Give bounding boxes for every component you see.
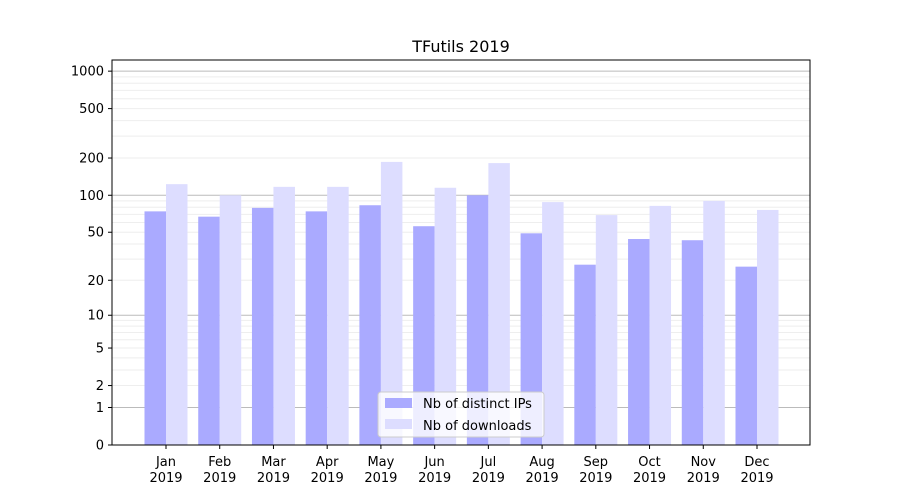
y-tick-label: 0 bbox=[96, 439, 104, 454]
bar-downloads bbox=[327, 186, 349, 445]
y-axis: 0 1 2 5 10 20 50 100 200 500 1000 bbox=[71, 65, 112, 454]
bar-distinct-ips bbox=[466, 195, 489, 445]
x-tick-label: Oct 2019 bbox=[633, 455, 666, 486]
legend: Nb of distinct IPs Nb of downloads bbox=[377, 391, 545, 438]
bar-downloads bbox=[434, 187, 457, 445]
legend-label-downloads: Nb of downloads bbox=[423, 419, 532, 434]
legend-swatch-downloads bbox=[385, 419, 412, 429]
bar-distinct-ips bbox=[251, 207, 274, 445]
x-tick-label: Sep 2019 bbox=[579, 455, 612, 486]
x-tick-label: Feb 2019 bbox=[203, 455, 236, 486]
x-tick-label: May 2019 bbox=[364, 455, 397, 486]
y-tick-label: 5 bbox=[96, 342, 104, 357]
bar-distinct-ips bbox=[305, 211, 328, 445]
x-tick-label: Jun 2019 bbox=[418, 455, 451, 486]
bar-downloads bbox=[166, 184, 188, 445]
bar-distinct-ips bbox=[735, 266, 757, 445]
x-tick-label: Aug 2019 bbox=[526, 455, 559, 486]
y-tick-label: 500 bbox=[79, 102, 104, 117]
y-tick-label: 1 bbox=[96, 401, 104, 416]
bar-downloads bbox=[757, 209, 779, 445]
x-tick-label: Nov 2019 bbox=[687, 455, 720, 486]
bar-distinct-ips bbox=[359, 205, 381, 445]
y-tick-label: 200 bbox=[79, 152, 104, 167]
y-tick-label: 20 bbox=[87, 274, 104, 289]
legend-label-distinct-ips: Nb of distinct IPs bbox=[423, 397, 532, 412]
x-tick-label: Apr 2019 bbox=[311, 455, 344, 486]
x-tick-label: Jul 2019 bbox=[472, 455, 505, 486]
y-tick-label: 100 bbox=[79, 189, 104, 204]
y-tick-label: 10 bbox=[87, 309, 104, 324]
x-tick-label: Dec 2019 bbox=[740, 455, 773, 486]
bar-distinct-ips bbox=[413, 226, 435, 445]
bar-downloads bbox=[542, 202, 564, 445]
bar-distinct-ips bbox=[628, 239, 650, 445]
x-tick-label: Mar 2019 bbox=[257, 455, 290, 486]
bar-downloads bbox=[703, 200, 725, 445]
bar-downloads bbox=[219, 195, 242, 445]
bar-downloads bbox=[488, 163, 510, 446]
bar-distinct-ips bbox=[198, 216, 220, 445]
x-tick-label: Jan 2019 bbox=[149, 455, 182, 486]
bar-distinct-ips bbox=[681, 240, 704, 445]
y-tick-label: 2 bbox=[96, 379, 104, 394]
y-tick-label: 50 bbox=[87, 226, 104, 241]
bar-distinct-ips bbox=[144, 211, 166, 445]
bar-downloads bbox=[595, 215, 618, 445]
bar-downloads bbox=[380, 161, 403, 446]
bar-distinct-ips bbox=[574, 264, 596, 445]
chart-title: TFutils 2019 bbox=[411, 37, 510, 56]
bar-downloads bbox=[649, 205, 672, 445]
bars bbox=[144, 161, 779, 446]
bar-downloads bbox=[273, 186, 295, 445]
y-tick-label: 1000 bbox=[71, 65, 104, 80]
axes-frame bbox=[111, 59, 811, 446]
legend-swatch-distinct-ips bbox=[385, 398, 412, 408]
x-axis: Jan 2019 Feb 2019 Mar 2019 Apr 2019 May 2019 Jun 20… bbox=[149, 445, 774, 486]
